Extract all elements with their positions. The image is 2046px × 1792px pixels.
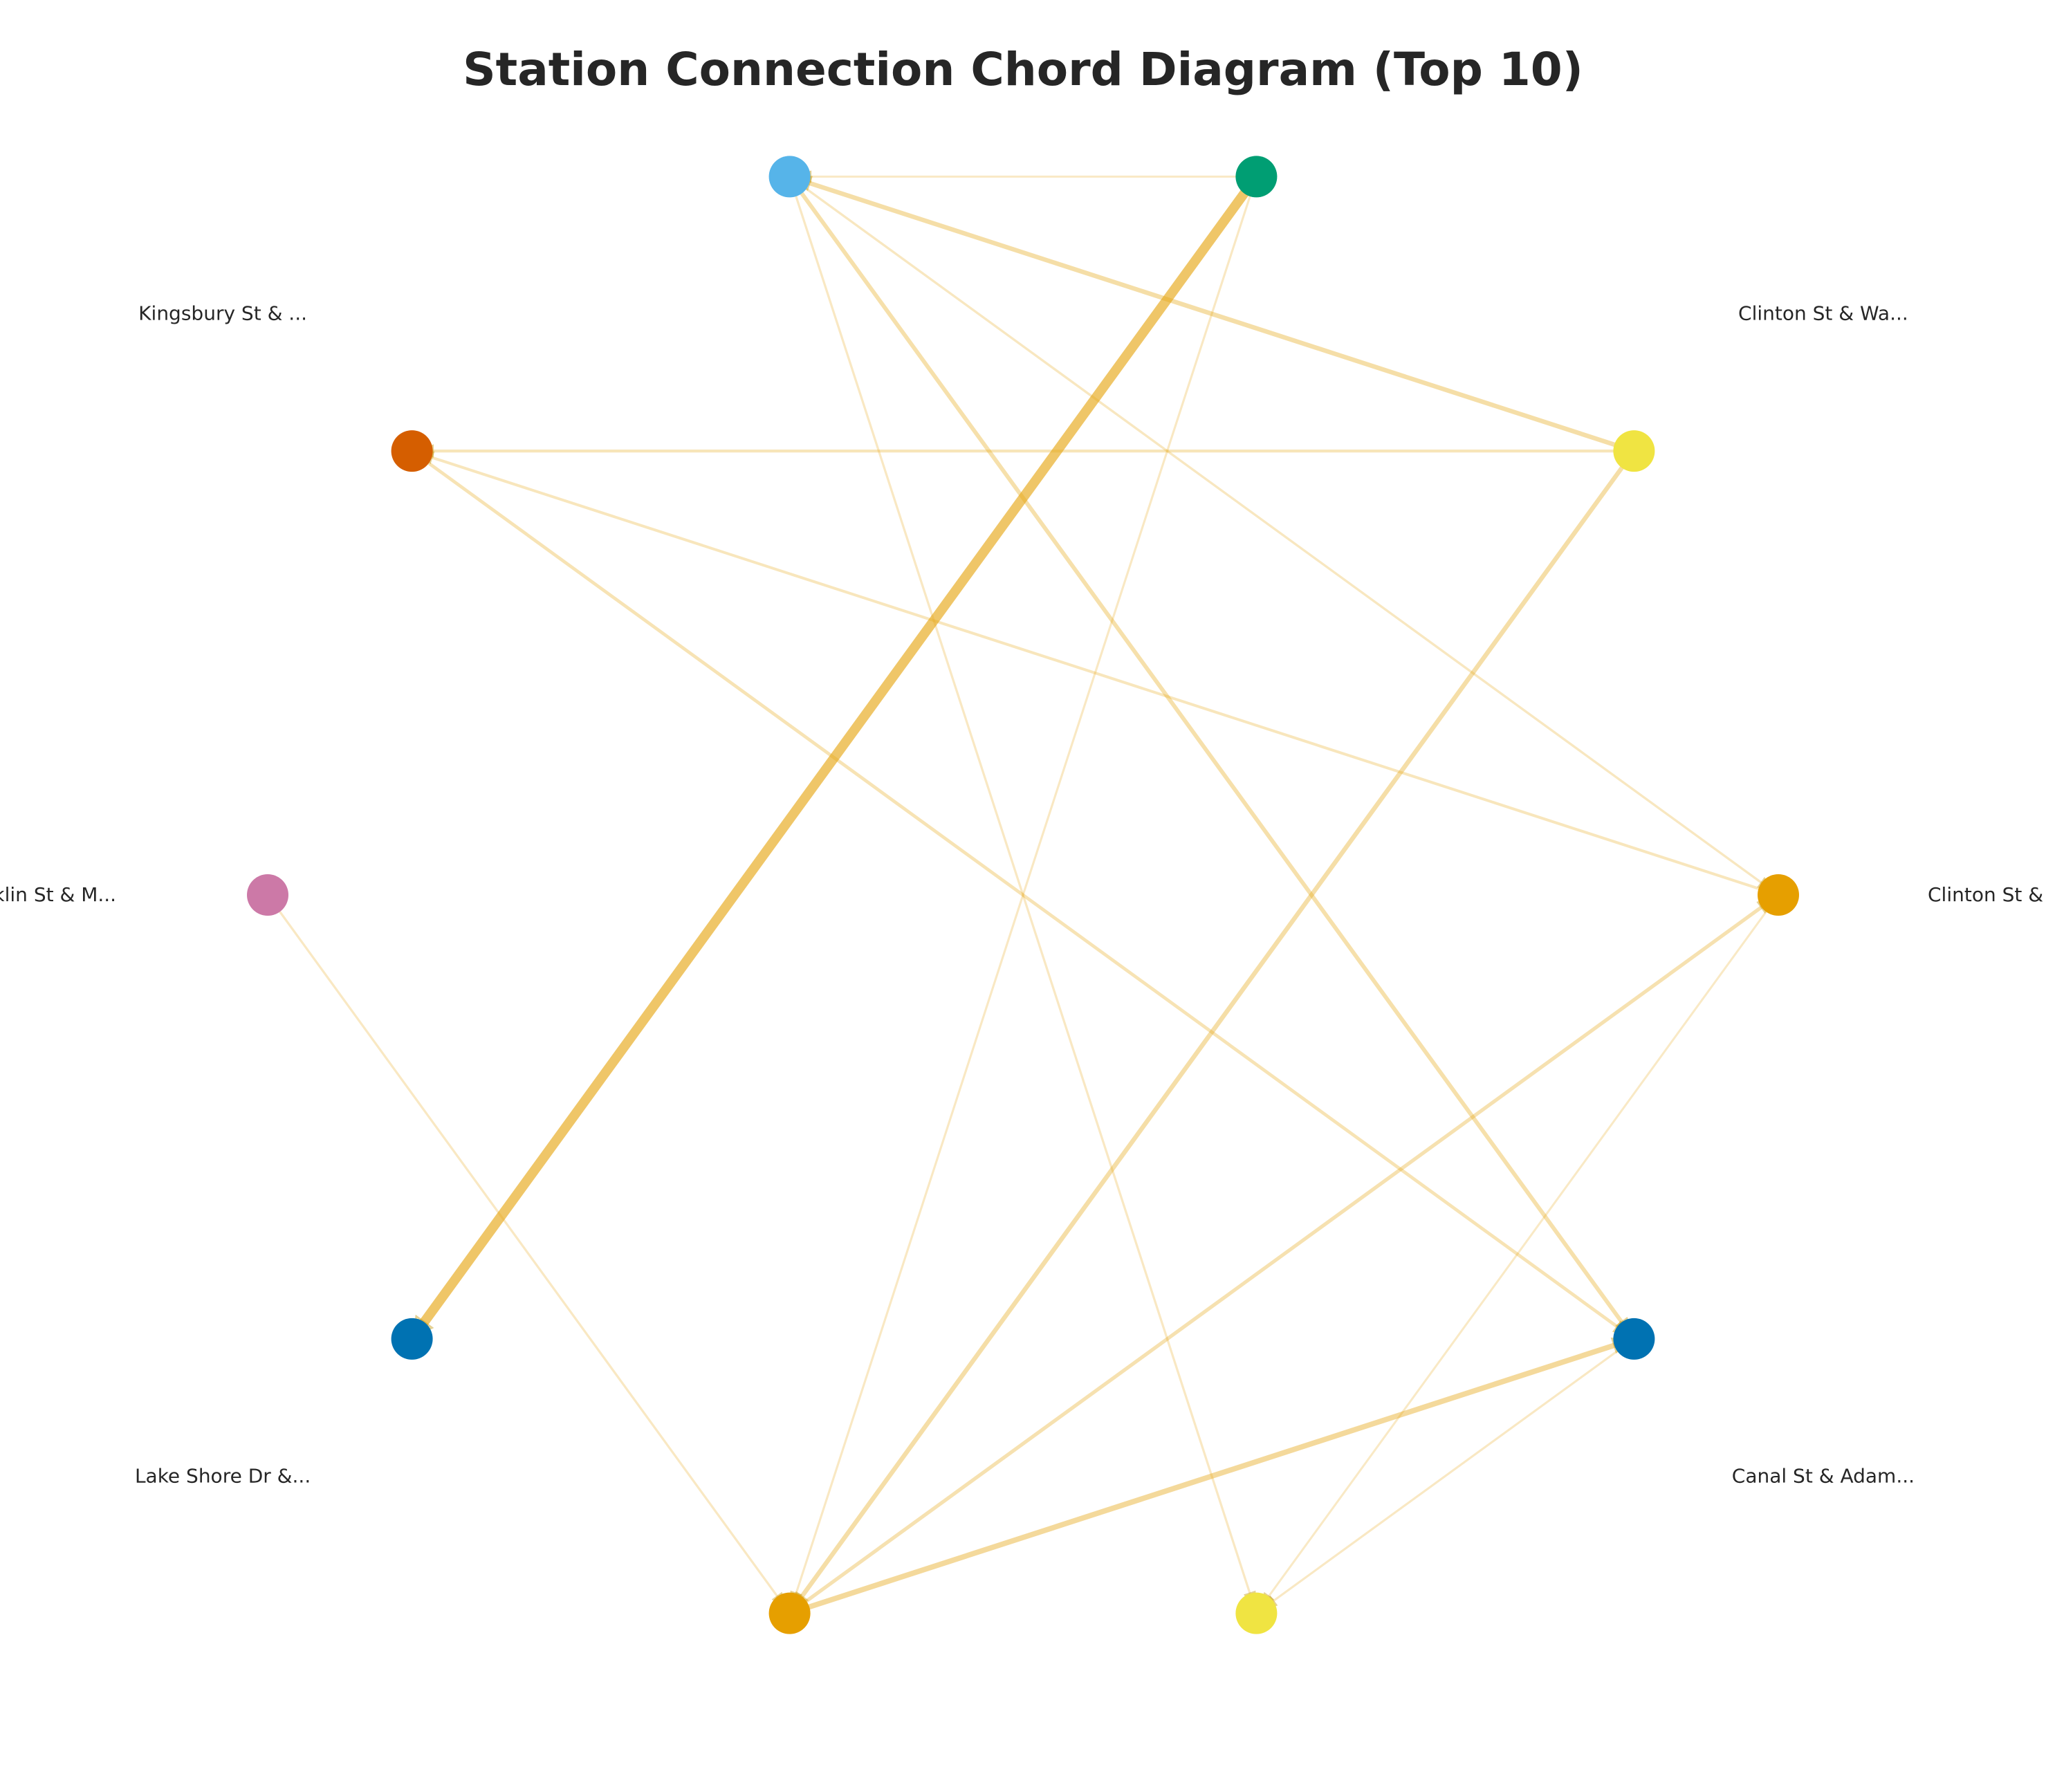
node-kingsbury[interactable] — [391, 430, 433, 472]
node-clinton-ma[interactable] — [1758, 874, 1799, 916]
node-michigan[interactable] — [768, 1592, 811, 1634]
node-label-clinton-wa: Clinton St & Wa... — [1738, 302, 1908, 325]
node-clinton-wa[interactable] — [1613, 430, 1655, 472]
node-label-clinton-ma: Clinton St & Ma... — [1928, 883, 2046, 906]
nodes-layer — [247, 156, 1799, 1634]
node-daley[interactable] — [1235, 1592, 1278, 1634]
edge-clinton-ma-daley — [1255, 894, 1780, 1615]
edge-michigan-canal — [786, 1336, 1637, 1616]
node-lakeshore[interactable] — [391, 1318, 433, 1360]
diagram-title: Station Connection Chord Diagram (Top 10… — [463, 43, 1583, 96]
node-streeter[interactable] — [1235, 156, 1278, 198]
node-label-kingsbury: Kingsbury St & ... — [138, 302, 307, 325]
edge-canal-daley — [1255, 1338, 1635, 1615]
edge-columbus-daley — [788, 175, 1258, 1615]
edge-kingsbury-canal — [410, 449, 1636, 1341]
node-label-canal: Canal St & Adam... — [1732, 1465, 1915, 1488]
edge-streeter-michigan — [789, 175, 1257, 1615]
edges-layer — [266, 170, 1780, 1616]
node-canal[interactable] — [1613, 1318, 1655, 1360]
node-franklin[interactable] — [247, 874, 288, 916]
node-columbus[interactable] — [768, 156, 811, 198]
edge-clinton-wa-michigan — [787, 448, 1637, 1616]
node-label-franklin: Franklin St & M... — [0, 883, 116, 906]
edge-clinton-ma-kingsbury — [410, 450, 1780, 896]
edge-streeter-lakeshore — [407, 172, 1262, 1344]
edge-columbus-clinton-ma — [788, 175, 1780, 896]
edge-franklin-michigan — [266, 894, 791, 1615]
edge-columbus-canal — [787, 174, 1637, 1341]
edge-michigan-clinton-ma — [787, 893, 1780, 1616]
node-label-lakeshore: Lake Shore Dr &... — [135, 1465, 311, 1488]
edge-clinton-wa-columbus — [787, 174, 1637, 454]
